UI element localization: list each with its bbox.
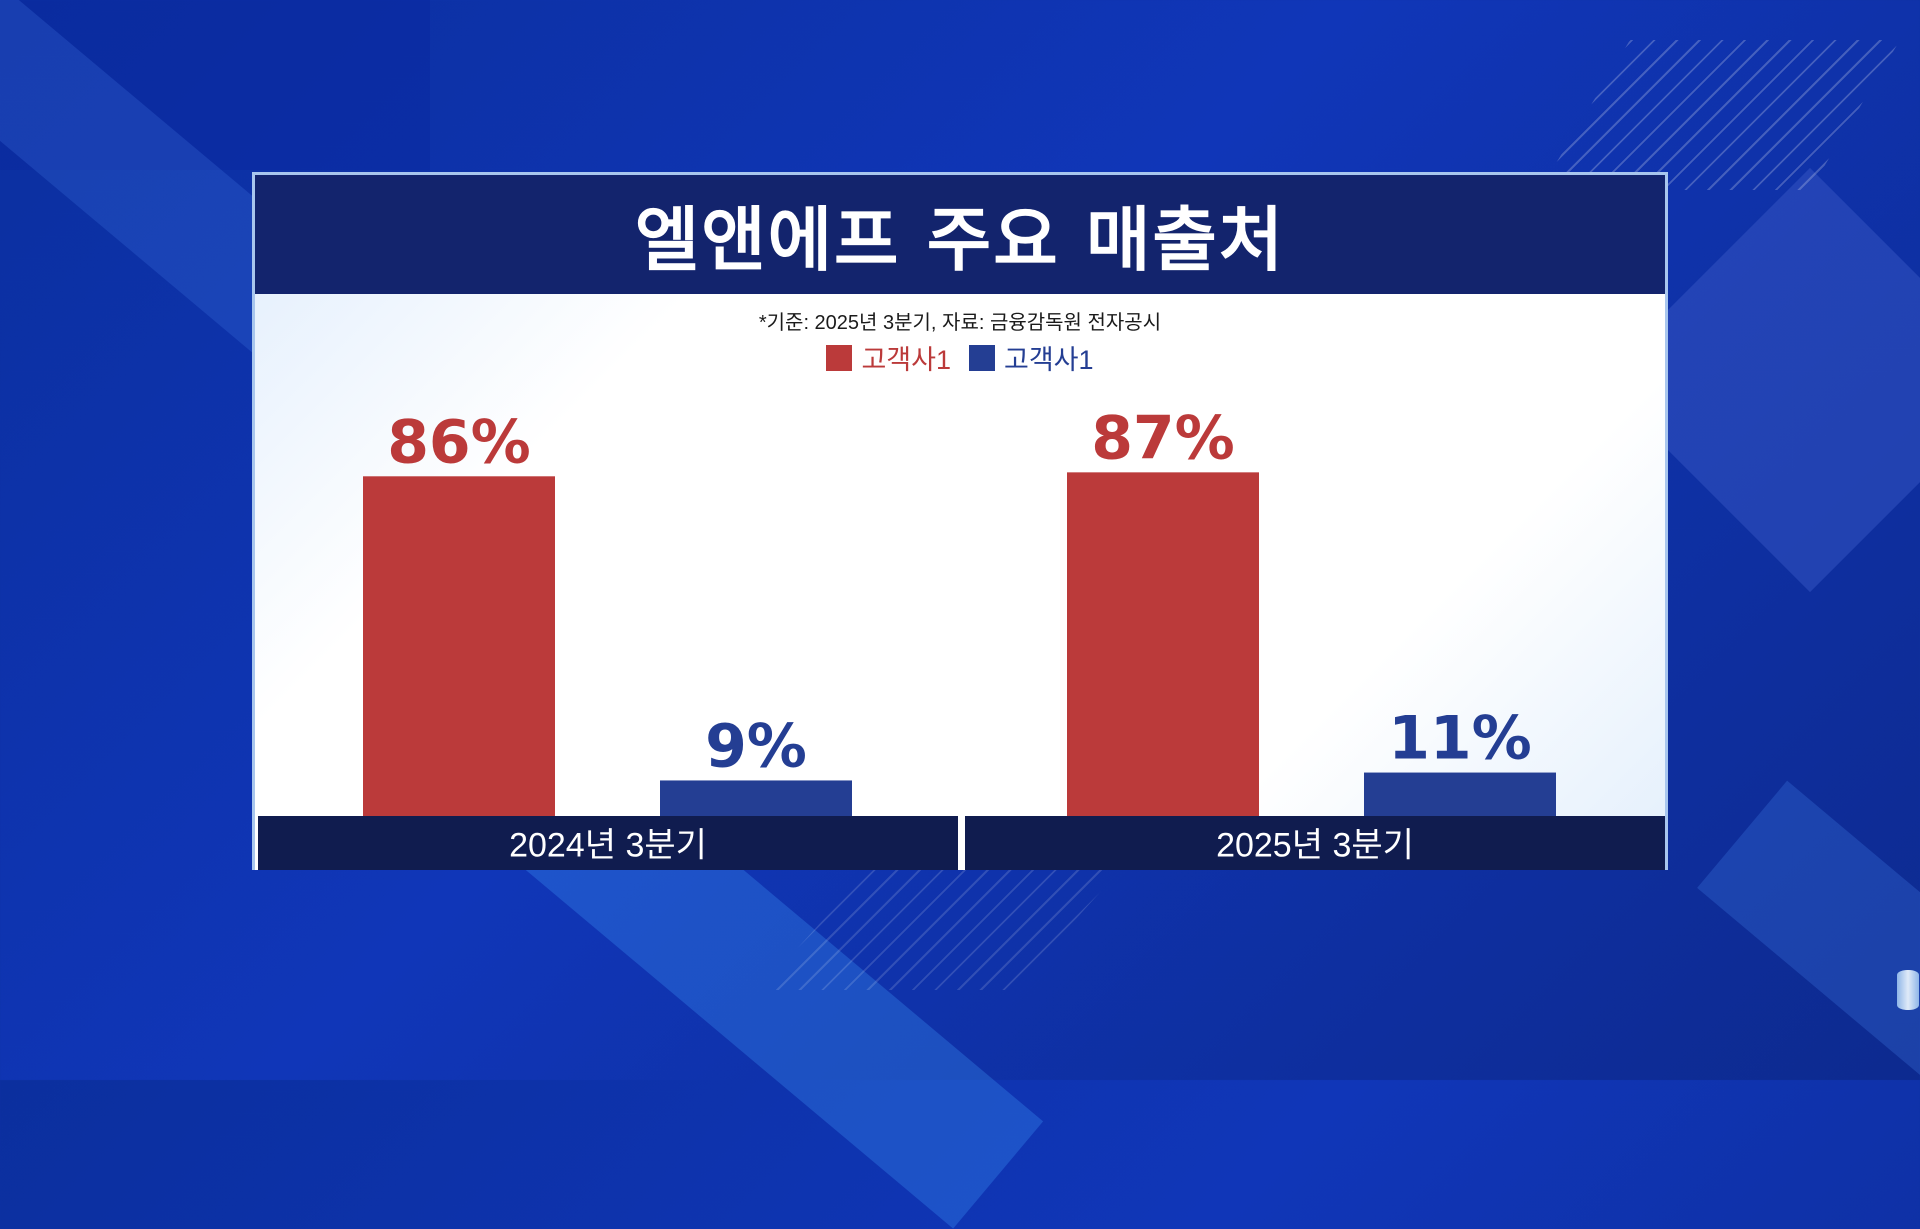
legend-label: 고객사1 bbox=[1004, 345, 1094, 375]
bar-chart: 2024년 3분기 86% 9% 2025년 3분기 87% 11% bbox=[258, 403, 1665, 870]
data-label: 87% bbox=[1091, 403, 1235, 473]
background-stripes bbox=[1540, 40, 1900, 190]
category-label: 2024년 3분기 bbox=[509, 827, 707, 865]
bar bbox=[1067, 472, 1259, 816]
chart-legend: 고객사1 고객사1 bbox=[255, 338, 1665, 377]
title-bar: 엘앤에프 주요 매출처 bbox=[255, 175, 1665, 294]
legend-label: 고객사1 bbox=[861, 345, 951, 375]
chart-panel: 엘앤에프 주요 매출처 *기준: 2025년 3분기, 자료: 금융감독원 전자… bbox=[252, 172, 1668, 870]
category-band bbox=[258, 816, 958, 870]
background-shape bbox=[0, 0, 430, 170]
decorative-cylinder bbox=[1897, 970, 1919, 1010]
chart-title: 엘앤에프 주요 매출처 bbox=[634, 199, 1286, 281]
category-label: 2025년 3분기 bbox=[1216, 827, 1414, 865]
chart-subtitle: *기준: 2025년 3분기, 자료: 금융감독원 전자공시 bbox=[758, 312, 1162, 334]
bar bbox=[660, 780, 852, 816]
data-label: 11% bbox=[1388, 704, 1532, 774]
data-label: 9% bbox=[705, 711, 807, 781]
legend-item: 고객사1 bbox=[969, 338, 1094, 377]
background-shape bbox=[1697, 780, 1920, 1120]
category-band bbox=[965, 816, 1665, 870]
category-divider bbox=[962, 816, 965, 870]
plot-area: *기준: 2025년 3분기, 자료: 금융감독원 전자공시 고객사1 고객사1 … bbox=[255, 294, 1665, 870]
legend-swatch bbox=[969, 344, 995, 371]
legend-swatch bbox=[826, 344, 853, 371]
background-stripes bbox=[760, 870, 1120, 990]
data-label: 86% bbox=[387, 407, 531, 477]
bar bbox=[363, 476, 555, 816]
legend-item: 고객사1 bbox=[826, 338, 951, 377]
bar bbox=[1364, 772, 1556, 816]
